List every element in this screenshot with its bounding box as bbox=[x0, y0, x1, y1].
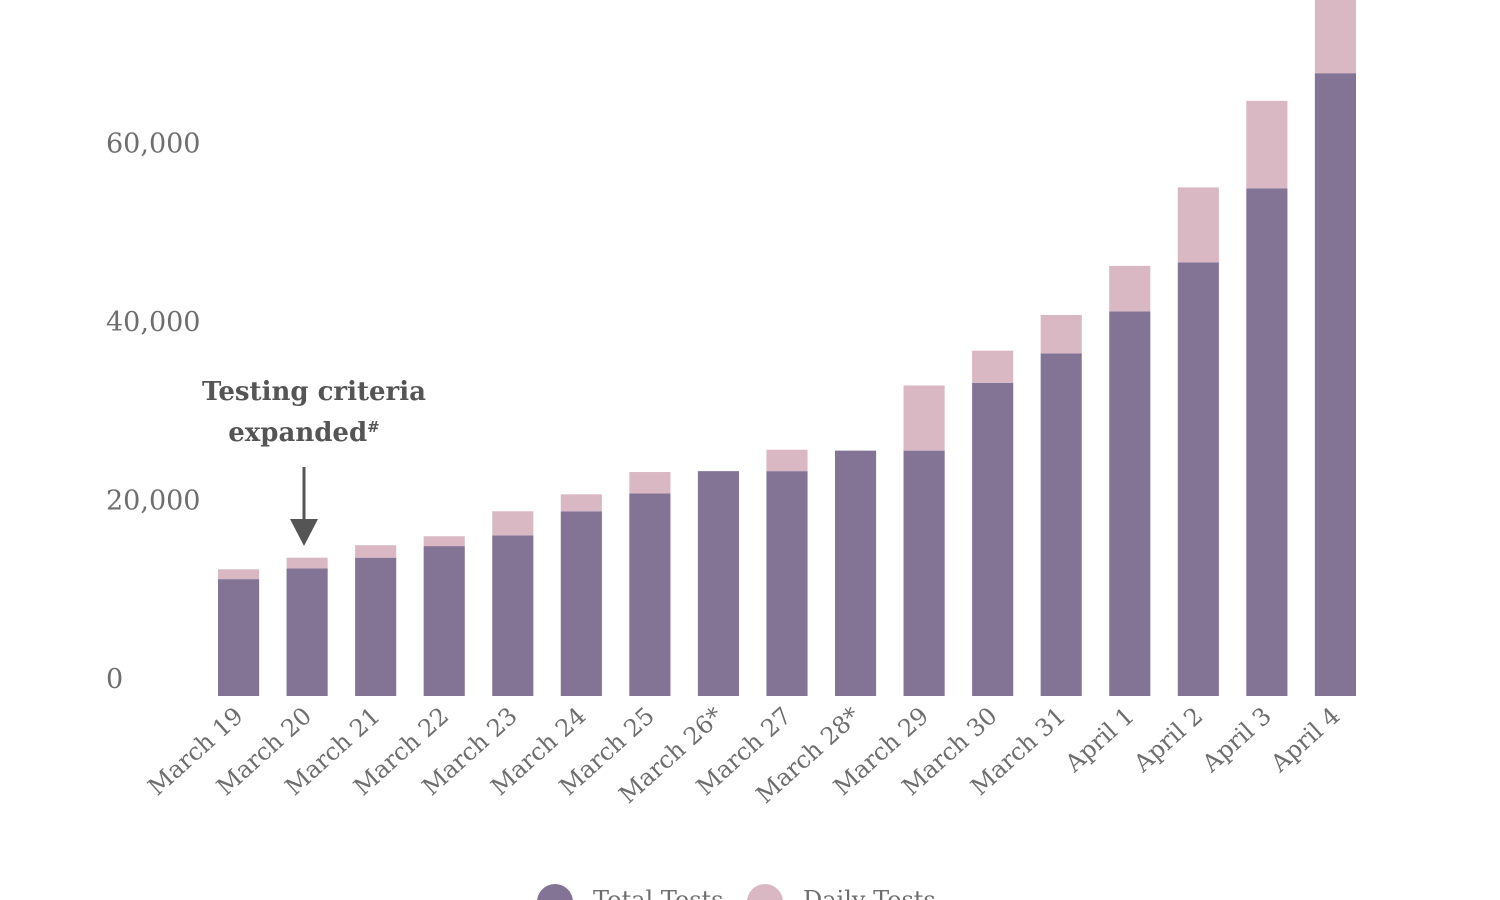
bar-daily-tests bbox=[492, 511, 534, 536]
bar-total-tests bbox=[629, 493, 671, 696]
bar-total-tests bbox=[492, 535, 534, 696]
bars-group bbox=[218, 0, 1356, 697]
bar-daily-tests bbox=[1314, 0, 1356, 74]
bar-total-tests bbox=[1314, 73, 1356, 697]
bar-daily-tests bbox=[766, 449, 808, 472]
legend-label: Total Tests bbox=[593, 886, 723, 900]
bar-total-tests bbox=[560, 511, 602, 696]
annotation-text: expanded bbox=[228, 418, 367, 448]
bar-daily-tests bbox=[1246, 100, 1288, 189]
bar-total-tests bbox=[766, 471, 808, 696]
bar-daily-tests bbox=[560, 494, 602, 512]
annotation: Testing criteria expanded# bbox=[202, 377, 426, 546]
bar-total-tests bbox=[903, 450, 945, 696]
y-tick-label: 20,000 bbox=[106, 486, 200, 517]
annotation-marker: # bbox=[367, 418, 380, 436]
bar-daily-tests bbox=[972, 350, 1014, 383]
bar-total-tests bbox=[286, 568, 328, 696]
x-tick-label: April 2 bbox=[1128, 702, 1209, 779]
y-tick-label: 60,000 bbox=[106, 129, 200, 160]
annotation-line2: expanded# bbox=[228, 418, 379, 448]
x-tick-label: April 3 bbox=[1196, 702, 1277, 779]
bar-daily-tests bbox=[1177, 187, 1219, 263]
bar-total-tests bbox=[1246, 188, 1288, 696]
legend-swatch bbox=[537, 884, 573, 900]
bar-total-tests bbox=[1109, 311, 1151, 696]
y-axis: 0 20,000 40,000 60,000 bbox=[106, 129, 200, 695]
bar-daily-tests bbox=[629, 472, 671, 494]
bar-total-tests bbox=[1177, 262, 1219, 696]
x-tick-label: April 1 bbox=[1059, 702, 1140, 779]
bar-total-tests bbox=[834, 450, 877, 696]
bar-daily-tests bbox=[218, 569, 260, 580]
annotation-arrow-head bbox=[290, 519, 318, 546]
legend-label: Daily Tests bbox=[803, 886, 936, 900]
annotation-line1: Testing criteria bbox=[202, 377, 426, 407]
bar-total-tests bbox=[972, 382, 1014, 696]
y-tick-label: 40,000 bbox=[106, 307, 200, 338]
bar-total-tests bbox=[355, 557, 397, 696]
bar-total-tests bbox=[218, 579, 260, 696]
legend: Total Tests Daily Tests bbox=[537, 884, 936, 900]
y-tick-label: 0 bbox=[106, 664, 123, 695]
bar-daily-tests bbox=[423, 536, 465, 547]
legend-swatch bbox=[747, 884, 783, 900]
x-tick-label: April 4 bbox=[1265, 702, 1346, 779]
bar-total-tests bbox=[1040, 353, 1082, 696]
bar-daily-tests bbox=[903, 385, 945, 451]
bar-daily-tests bbox=[286, 557, 328, 569]
bar-daily-tests bbox=[355, 545, 397, 558]
bar-total-tests bbox=[423, 546, 465, 696]
bar-daily-tests bbox=[1040, 314, 1082, 354]
bar-total-tests bbox=[697, 471, 740, 696]
bar-daily-tests bbox=[1109, 265, 1151, 312]
